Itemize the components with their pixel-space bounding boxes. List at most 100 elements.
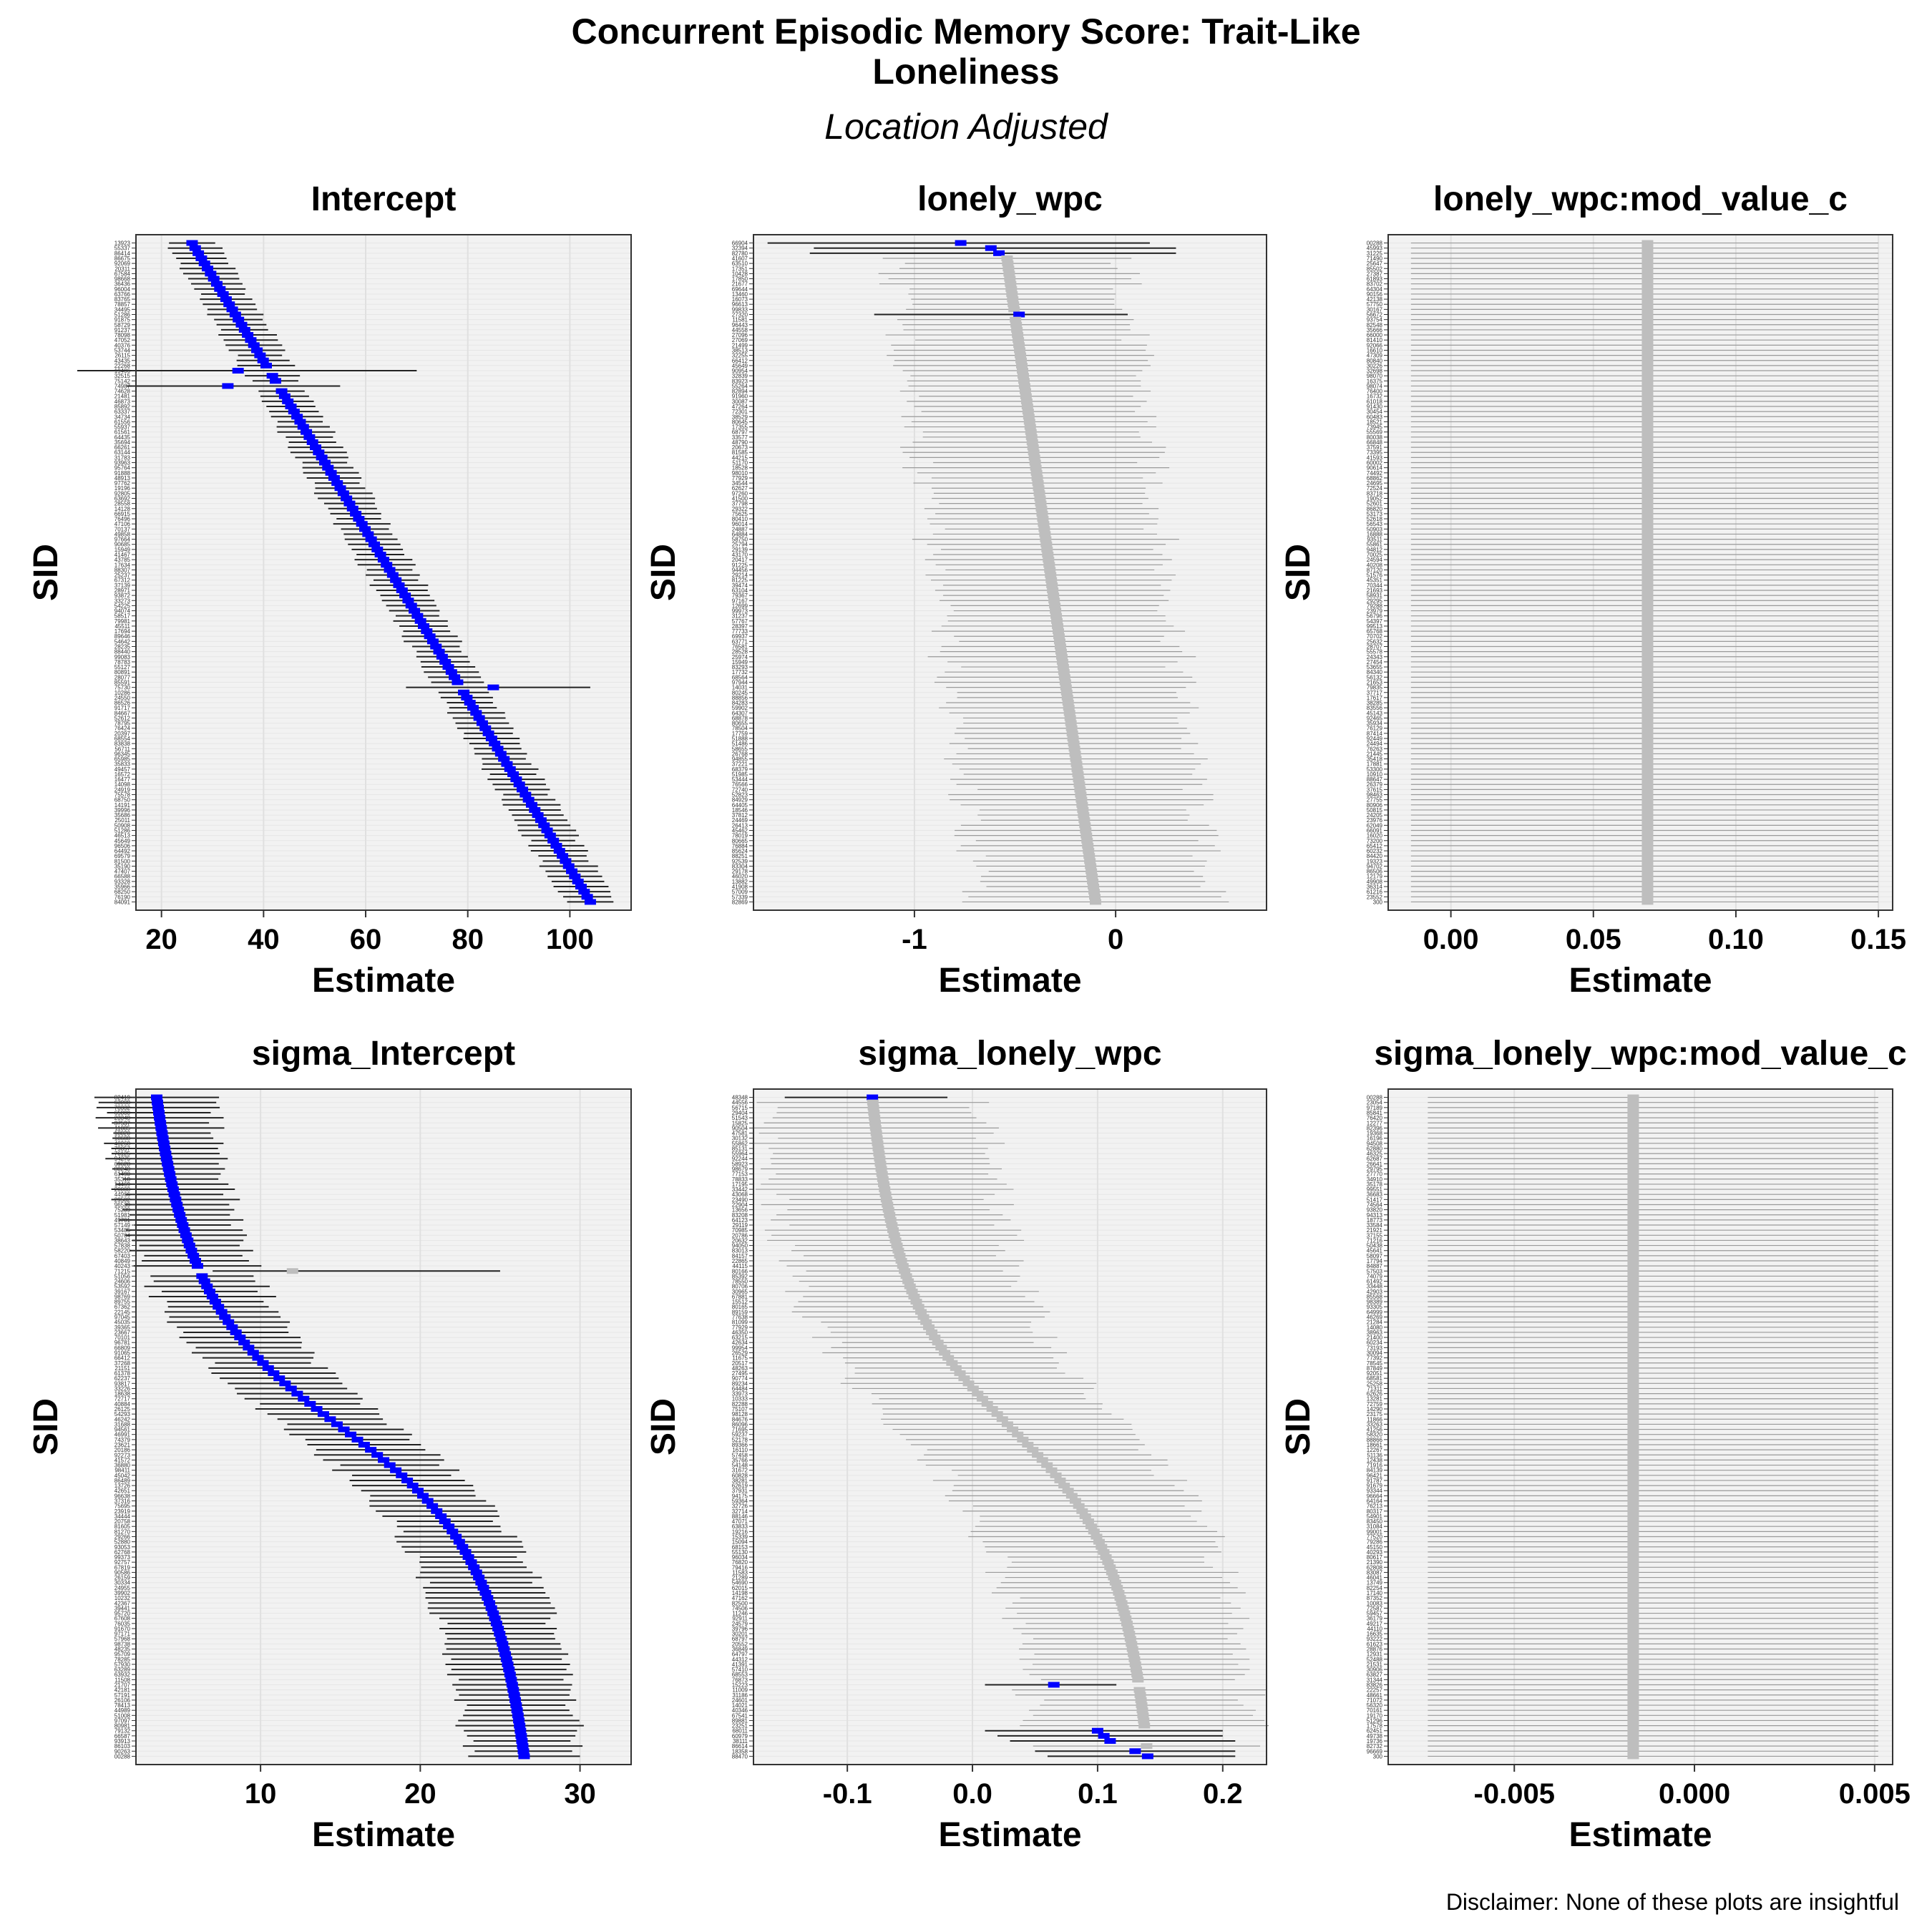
- estimate-point: [954, 1370, 966, 1377]
- estimate-point: [416, 1493, 429, 1499]
- estimate-point: [1627, 1350, 1639, 1356]
- estimate-point: [1641, 250, 1654, 256]
- estimate-point: [525, 801, 537, 808]
- estimate-point: [1002, 265, 1015, 272]
- y-tick-label: 61556: [114, 419, 131, 425]
- estimate-point: [269, 378, 281, 384]
- y-tick-label: 44966: [114, 1191, 131, 1198]
- estimate-point: [1007, 1426, 1019, 1433]
- y-tick-label: 29266: [114, 1533, 131, 1540]
- y-tick-label: 71216: [1367, 1237, 1383, 1244]
- y-tick-label: 86526: [114, 700, 131, 706]
- estimate-point: [205, 270, 217, 277]
- y-tick-label: 71695: [732, 1427, 748, 1433]
- y-tick-label: 24606: [114, 1279, 131, 1285]
- estimate-point: [1086, 873, 1098, 879]
- y-tick-label: 58931: [1367, 592, 1383, 599]
- estimate-point: [322, 464, 334, 471]
- y-tick-label: 17881: [1367, 761, 1383, 768]
- y-tick-label: 75107: [732, 1406, 748, 1413]
- y-tick-label: 23552: [1367, 894, 1383, 900]
- estimate-point: [1641, 454, 1654, 461]
- y-tick-label: 98074: [1367, 383, 1383, 389]
- y-tick-label: 78504: [732, 726, 748, 732]
- y-tick-label: 19052: [1367, 495, 1383, 502]
- estimate-point: [1627, 1288, 1639, 1294]
- estimate-point: [1627, 1314, 1639, 1320]
- estimate-point: [1077, 806, 1089, 813]
- y-tick-label: 22904: [732, 1201, 748, 1208]
- estimate-point: [1641, 771, 1654, 777]
- panel-border: [753, 234, 1267, 911]
- y-tick-label: 77638: [732, 1314, 748, 1321]
- x-tick-label: 0.15: [1850, 924, 1906, 955]
- estimate-point: [889, 1237, 902, 1244]
- y-tick-label: 53592: [114, 1284, 131, 1290]
- estimate-point: [1043, 562, 1055, 568]
- estimate-point: [191, 1263, 203, 1269]
- y-tick-label: 33273: [114, 597, 131, 604]
- y-tick-label: 40346: [732, 1707, 748, 1714]
- estimate-point: [1641, 419, 1654, 425]
- estimate-point: [436, 653, 448, 660]
- estimate-point: [1126, 1641, 1138, 1647]
- y-tick-label: 11583: [732, 1569, 748, 1576]
- estimate-point: [358, 1441, 370, 1448]
- estimate-point: [1075, 796, 1088, 803]
- estimate-point: [512, 1712, 524, 1719]
- estimate-point: [1124, 1636, 1136, 1642]
- estimate-point: [967, 1385, 979, 1392]
- estimate-point: [1641, 531, 1654, 537]
- y-tick-label: 52880: [114, 1539, 131, 1546]
- y-tick-label: 43068: [732, 1191, 748, 1198]
- y-tick-label: 79416: [732, 1564, 748, 1571]
- y-tick-label: 17617: [1367, 695, 1383, 701]
- y-tick-label: 13882: [732, 879, 748, 885]
- estimate-point: [1079, 1513, 1091, 1519]
- estimate-point: [1058, 674, 1070, 680]
- estimate-point: [1627, 1109, 1639, 1116]
- estimate-point: [1073, 781, 1085, 788]
- y-tick-label: 49217: [1367, 1621, 1383, 1627]
- estimate-point: [282, 398, 294, 404]
- y-tick-label: 17355: [732, 424, 748, 431]
- estimate-point: [569, 873, 581, 879]
- y-tick-label: 57009: [732, 889, 748, 895]
- y-tick-label: 80410: [732, 516, 748, 522]
- estimate-point: [331, 480, 343, 487]
- y-tick-label: 57767: [732, 618, 748, 625]
- y-tick-label: 32394: [732, 245, 748, 252]
- estimate-point: [1627, 1559, 1639, 1566]
- estimate-point: [1015, 352, 1027, 358]
- y-tick-label: 51008: [114, 1712, 131, 1719]
- estimate-point: [1008, 306, 1020, 313]
- estimate-point: [884, 1211, 896, 1218]
- estimate-point: [1627, 1171, 1639, 1177]
- estimate-point: [519, 791, 532, 798]
- y-tick-label: 28077: [114, 674, 131, 680]
- estimate-point: [217, 291, 229, 297]
- estimate-point: [1641, 592, 1654, 599]
- y-tick-label: 30906: [1367, 1667, 1383, 1673]
- y-tick-label: 24343: [1367, 654, 1383, 660]
- y-tick-label: 57503: [1367, 1268, 1383, 1274]
- y-tick-label: 52823: [732, 792, 748, 799]
- estimate-point: [1627, 1099, 1639, 1106]
- y-tick-label: 90263: [114, 1748, 131, 1755]
- estimate-point: [1627, 1523, 1639, 1530]
- estimate-point: [1106, 1569, 1118, 1576]
- estimate-point: [1641, 321, 1654, 328]
- y-tick-label: 21707: [114, 1682, 131, 1688]
- y-tick-label: 90685: [114, 542, 131, 548]
- estimate-point: [1641, 490, 1654, 497]
- y-tick-label: 91875: [114, 317, 131, 323]
- estimate-point: [1641, 301, 1654, 308]
- y-tick-label: 32515: [114, 373, 131, 379]
- y-tick-label: 99083: [114, 654, 131, 660]
- x-axis-title: Estimate: [312, 1816, 455, 1854]
- estimate-point: [1003, 270, 1015, 277]
- estimate-point: [1627, 1738, 1639, 1745]
- estimate-point: [876, 1171, 888, 1177]
- estimate-point: [1078, 817, 1091, 824]
- estimate-point: [156, 1130, 168, 1136]
